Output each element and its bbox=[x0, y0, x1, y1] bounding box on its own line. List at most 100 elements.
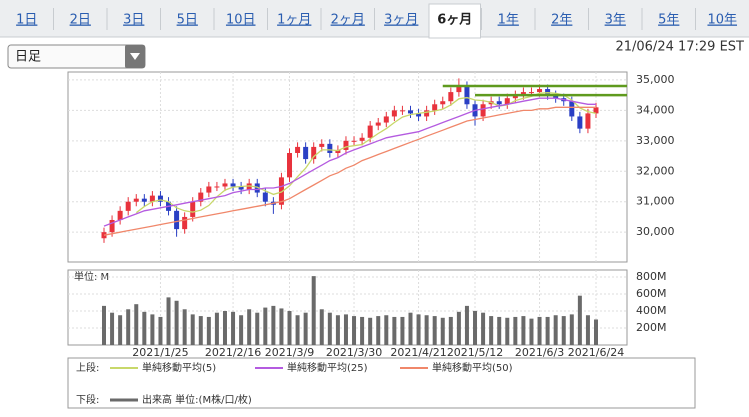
tab-label-selected[interactable]: 6ヶ月 bbox=[437, 13, 472, 28]
volume-bar bbox=[335, 315, 340, 345]
volume-bar bbox=[553, 315, 558, 345]
volume-bar bbox=[529, 318, 534, 345]
dropdown-arrow bbox=[130, 53, 140, 60]
candle-body bbox=[230, 183, 236, 187]
y-tick-label: 34,000 bbox=[636, 103, 675, 116]
tab-label[interactable]: 1日 bbox=[16, 13, 37, 28]
volume-bar bbox=[311, 276, 316, 345]
tab-label[interactable]: 3日 bbox=[123, 13, 144, 28]
dropdown-label: 日足 bbox=[15, 50, 41, 65]
tab-label[interactable]: 5日 bbox=[177, 13, 198, 28]
volume-bar bbox=[513, 316, 518, 345]
legend-upper-label: 上段: bbox=[76, 361, 99, 374]
tab-label[interactable]: 2日 bbox=[70, 13, 91, 28]
volume-bar bbox=[448, 316, 453, 345]
y-tick-label: 30,000 bbox=[636, 225, 675, 238]
candle-body bbox=[174, 210, 180, 230]
candle-body bbox=[520, 92, 526, 96]
candle-body bbox=[553, 95, 559, 99]
legend-box bbox=[67, 357, 696, 409]
candle-body bbox=[311, 146, 317, 160]
candle-body bbox=[585, 113, 591, 129]
tab-label[interactable]: 10年 bbox=[707, 13, 737, 28]
volume-bar bbox=[126, 309, 131, 345]
legend-label: 単純移動平均(50) bbox=[432, 361, 513, 374]
volume-bar bbox=[190, 314, 195, 345]
x-tick-label: 2021/6/24 bbox=[568, 346, 624, 359]
y-tick-label: 600M bbox=[636, 287, 667, 300]
volume-bar bbox=[392, 316, 397, 345]
timestamp: 21/06/24 17:29 EST bbox=[615, 40, 744, 55]
volume-unit: 単位: M bbox=[74, 270, 109, 283]
candle-body bbox=[359, 137, 365, 141]
x-tick-label: 2021/3/30 bbox=[326, 346, 382, 359]
candle-body bbox=[303, 146, 309, 160]
tab-label[interactable]: 5年 bbox=[658, 13, 679, 28]
candle-body bbox=[198, 192, 204, 202]
tab-selected[interactable] bbox=[428, 3, 481, 39]
volume-bar bbox=[537, 316, 542, 345]
candle-body bbox=[214, 186, 220, 188]
volume-bar bbox=[594, 319, 598, 345]
volume-bar bbox=[222, 310, 227, 345]
candle-body bbox=[287, 152, 293, 178]
volume-bar bbox=[440, 317, 445, 345]
candle-body bbox=[254, 183, 260, 193]
x-tick-label: 2021/6/3 bbox=[515, 346, 564, 359]
volume-bar bbox=[118, 315, 123, 345]
tab-label[interactable]: 1ヶ月 bbox=[277, 13, 311, 28]
candle-body bbox=[448, 92, 454, 102]
volume-bar bbox=[142, 311, 147, 345]
candle-body bbox=[327, 143, 333, 153]
x-tick-label: 2021/1/25 bbox=[132, 346, 188, 359]
volume-bar bbox=[561, 316, 566, 345]
candle-body bbox=[109, 219, 115, 233]
ma-line bbox=[135, 92, 597, 214]
volume-bar bbox=[585, 315, 590, 345]
candle-body bbox=[133, 198, 139, 202]
volume-bar bbox=[464, 305, 469, 345]
volume-bar bbox=[231, 311, 236, 345]
legend-label: 単純移動平均(5) bbox=[142, 361, 216, 374]
candle-body bbox=[351, 140, 357, 142]
volume-bar bbox=[368, 317, 373, 345]
tab-label[interactable]: 2ヶ月 bbox=[331, 13, 365, 28]
volume-bar bbox=[473, 310, 478, 345]
volume-bar bbox=[456, 311, 461, 345]
candle-body bbox=[537, 89, 543, 93]
tab-label[interactable]: 1年 bbox=[498, 13, 519, 28]
candle-body bbox=[424, 110, 430, 117]
y-tick-label: 400M bbox=[636, 304, 667, 317]
volume-bar bbox=[287, 310, 292, 345]
candle-body bbox=[504, 98, 510, 105]
volume-bar bbox=[521, 316, 526, 345]
candle-body bbox=[157, 195, 163, 202]
y-tick-label: 33,000 bbox=[636, 134, 675, 147]
candle-body bbox=[182, 216, 188, 230]
candle-body bbox=[432, 104, 438, 111]
volume-bar bbox=[416, 314, 421, 345]
volume-bar bbox=[360, 316, 365, 345]
candle-body bbox=[407, 110, 413, 114]
tab-label[interactable]: 10日 bbox=[226, 13, 256, 28]
candle-body bbox=[278, 177, 284, 205]
volume-bar bbox=[263, 307, 268, 345]
candle-body bbox=[528, 92, 534, 94]
candle-body bbox=[222, 183, 228, 187]
candle-body bbox=[456, 86, 462, 93]
volume-bar bbox=[569, 314, 574, 345]
y-tick-label: 200M bbox=[636, 321, 667, 334]
tab-label[interactable]: 3ヶ月 bbox=[384, 13, 418, 28]
tab-label[interactable]: 3年 bbox=[605, 13, 626, 28]
x-tick-label: 2021/4/21 bbox=[390, 346, 446, 359]
volume-bar bbox=[432, 316, 437, 345]
y-tick-label: 800M bbox=[636, 270, 667, 283]
candle-body bbox=[512, 95, 518, 99]
y-tick-label: 31,000 bbox=[636, 195, 675, 208]
tab-label[interactable]: 2年 bbox=[551, 13, 572, 28]
candle-body bbox=[343, 140, 349, 150]
candle-body bbox=[375, 122, 381, 126]
volume-bar bbox=[577, 295, 582, 345]
